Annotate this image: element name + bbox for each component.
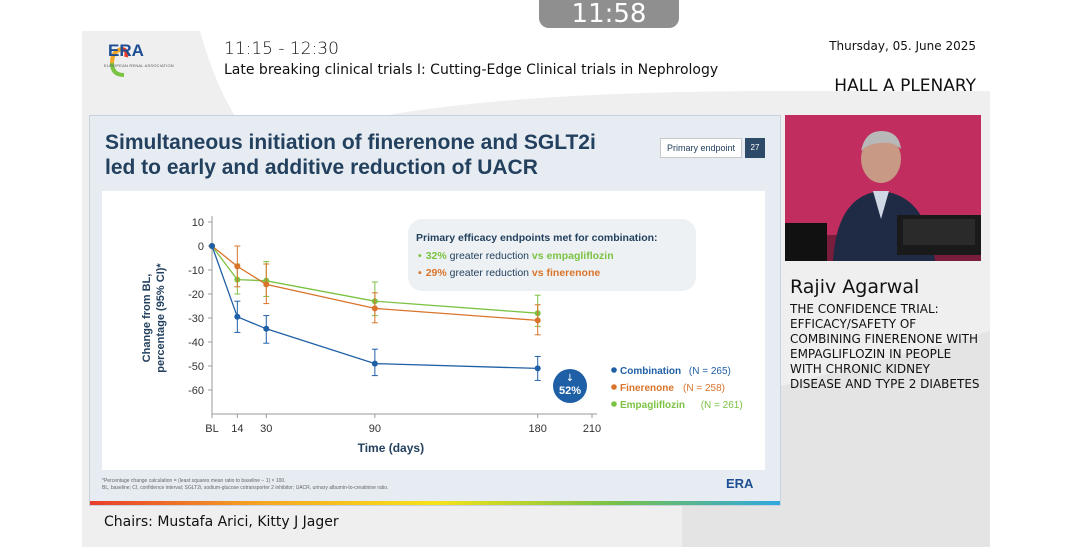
broadcast-frame: ERA EUROPEAN RENAL ASSOCIATION 11:15 - 1… (82, 31, 990, 547)
legend-series-name: Finerenone (620, 383, 674, 394)
primary-endpoint-badge: Primary endpoint (660, 138, 743, 158)
callout-heading: Primary efficacy endpoints met for combi… (416, 232, 658, 244)
pct-vs-empagliflozin: 32% (425, 250, 447, 262)
session-title: Late breaking clinical trials I: Cutting… (224, 62, 719, 78)
session-date: Thursday, 05. June 2025 (829, 39, 976, 53)
y-tick-label: -30 (188, 313, 204, 325)
data-point-finerenone (534, 317, 541, 324)
y-axis-label-line1: Change from BL, (141, 274, 153, 363)
comparator-empagliflozin: vs empagliflozin (531, 250, 614, 262)
data-point-finerenone (371, 305, 378, 312)
legend-series-n: (N = 258) (683, 383, 725, 394)
data-point-combination (534, 365, 541, 372)
efficacy-callout: Primary efficacy endpoints met for combi… (408, 219, 696, 291)
down-arrow-icon: ↓ (566, 373, 574, 384)
y-axis-label-line2: percentage (95% CI)* (155, 263, 167, 373)
callout-line-finerenone: • 29% greater reduction vs finerenone (418, 267, 600, 279)
session-chairs: Chairs: Mustafa Arici, Kitty J Jager (104, 514, 339, 530)
data-point-combination (263, 325, 270, 332)
x-tick-label: 14 (231, 423, 243, 435)
legend-series-name: Empagliflozin (620, 400, 685, 411)
x-tick-label: 30 (260, 423, 272, 435)
legend-marker (611, 384, 617, 390)
speaker-video (785, 115, 981, 261)
footnote-line1: *Percentage change calculation = (least … (102, 478, 286, 484)
speaker-name: Rajiv Agarwal (790, 276, 920, 298)
bullet-icon: • (418, 250, 422, 262)
y-tick-label: -60 (188, 385, 204, 397)
data-point-combination (209, 243, 215, 249)
presentation-slide: Simultaneous initiation of finerenone an… (89, 115, 781, 506)
data-point-finerenone (263, 281, 270, 288)
data-point-combination (234, 313, 241, 320)
x-tick-label: 210 (583, 423, 601, 435)
x-axis-label: Time (days) (358, 441, 424, 455)
logo-subtext: EUROPEAN RENAL ASSOCIATION (104, 63, 174, 68)
hall-name: HALL A PLENARY (834, 76, 976, 96)
reduction-badge-label: 52% (559, 385, 581, 397)
pct-vs-finerenone: 29% (425, 267, 447, 279)
y-tick-label: -40 (188, 337, 204, 349)
x-tick-label: BL (205, 423, 218, 435)
slide-footnote: *Percentage change calculation = (least … (102, 478, 622, 492)
legend-marker (611, 367, 617, 373)
slide-title-line1: Simultaneous initiation of finerenone an… (105, 131, 596, 154)
callout-line-empagliflozin: • 32% greater reduction vs empagliflozin (418, 250, 614, 262)
talk-title: THE CONFIDENCE TRIAL: EFFICACY/SAFETY OF… (790, 302, 980, 391)
callout-text: greater reduction (446, 267, 532, 279)
x-tick-label: 90 (369, 423, 381, 435)
legend-series-name: Combination (620, 366, 681, 377)
x-tick-label: 180 (529, 423, 547, 435)
logo-text: ERA (108, 41, 144, 60)
legend-series-n: (N = 261) (701, 400, 743, 411)
slide-title: Simultaneous initiation of finerenone an… (105, 130, 665, 180)
reduction-badge (553, 369, 587, 403)
data-point-finerenone (234, 263, 241, 270)
slide-page-number: 27 (745, 138, 765, 158)
y-tick-label: -20 (188, 289, 204, 301)
session-time: 11:15 - 12:30 (224, 39, 339, 59)
footnote-line2: BL, baseline; CI, confidence interval; S… (102, 485, 389, 491)
y-tick-label: 0 (198, 241, 204, 253)
chart-panel: 10 0 -10 -20 -30 -40 -50 -60 BL 14 30 90 180 210 Chang… (102, 191, 765, 470)
slide-color-bar (90, 501, 780, 505)
comparator-finerenone: vs finerenone (531, 267, 601, 279)
slide-era-logo: ERA (726, 476, 754, 491)
y-tick-label: -50 (188, 361, 204, 373)
slide-title-line2: led to early and additive reduction of U… (105, 156, 538, 179)
callout-text: greater reduction (446, 250, 532, 262)
y-tick-label: -10 (188, 265, 204, 277)
uacr-line-chart: 10 0 -10 -20 -30 -40 -50 -60 BL 14 30 90 180 210 Chang… (141, 216, 743, 455)
data-point-combination (371, 360, 378, 367)
speaker-video-image (785, 115, 981, 261)
legend-marker (611, 401, 617, 407)
legend-series-n: (N = 265) (689, 366, 731, 377)
clock-overlay: 11:58 (539, 0, 679, 29)
y-tick-label: 10 (192, 217, 204, 229)
era-logo-mark (110, 47, 129, 77)
bullet-icon: • (418, 267, 422, 279)
